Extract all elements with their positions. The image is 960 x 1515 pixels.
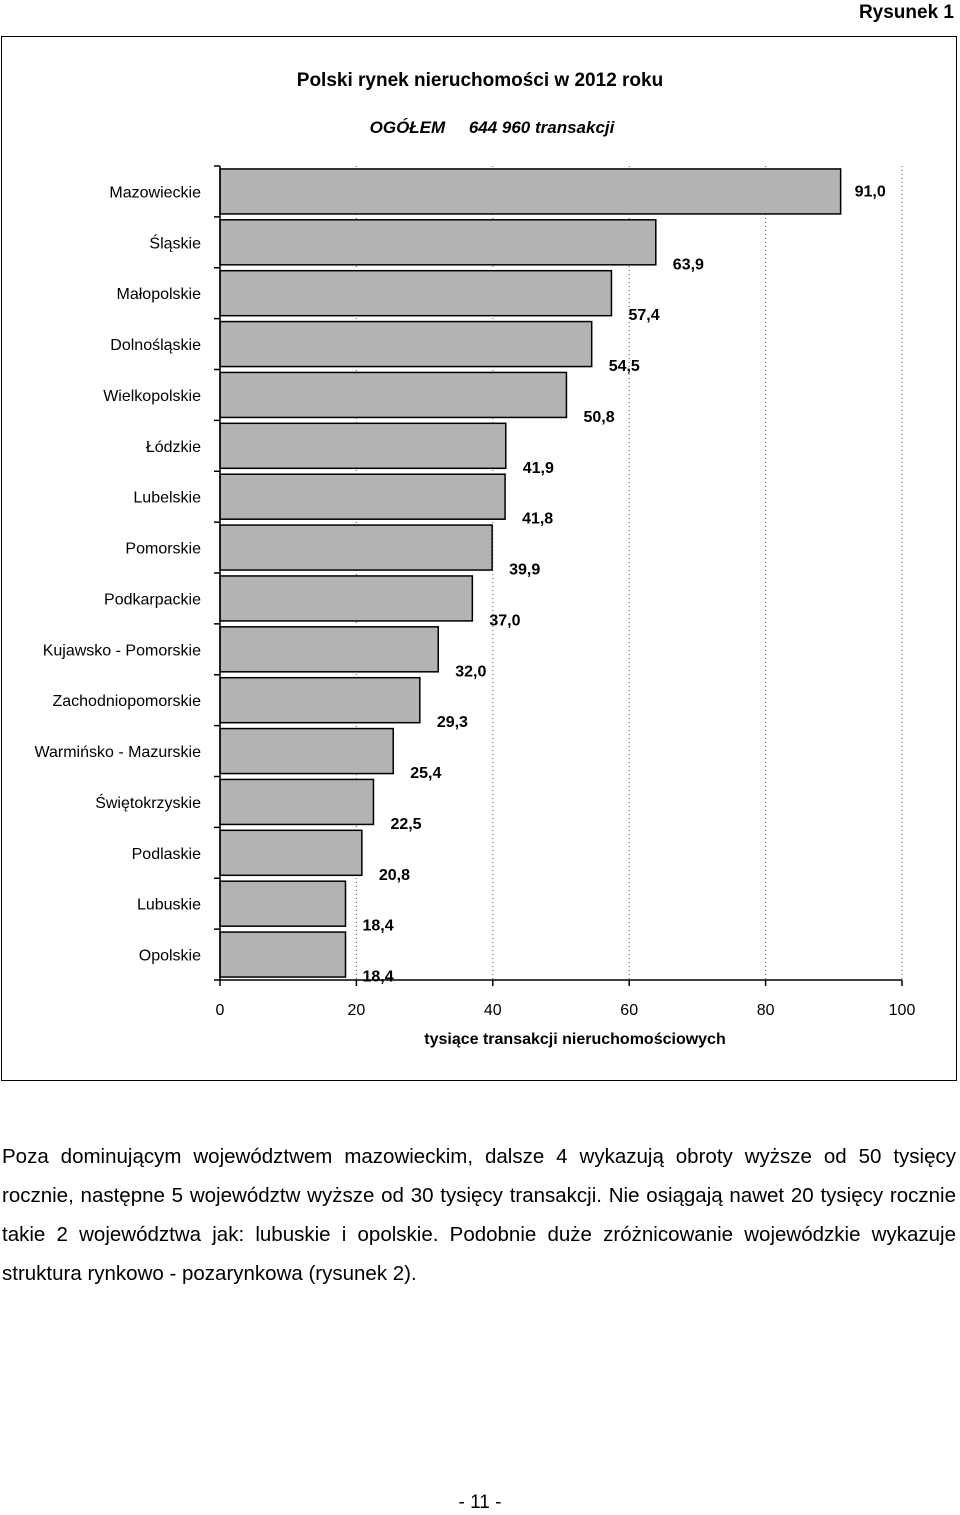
x-tick-label: 0: [216, 1002, 225, 1019]
value-label: 20,8: [379, 867, 410, 884]
value-label: 41,9: [523, 460, 554, 477]
category-label: Podkarpackie: [104, 591, 201, 608]
category-label: Dolnośląskie: [110, 337, 201, 354]
value-label: 54,5: [609, 358, 640, 375]
value-label: 32,0: [455, 663, 486, 680]
bar: [219, 524, 493, 571]
value-label: 41,8: [522, 511, 553, 528]
value-label: 57,4: [628, 307, 659, 324]
value-label: 91,0: [855, 183, 886, 200]
x-tick-label: 60: [620, 1002, 638, 1019]
category-label: Małopolskie: [117, 286, 202, 303]
labels: 0 20 40 60 80 100 Mazowieckie 91,0 Śląskie 63,9 Ma…: [34, 183, 915, 1019]
page-number: - 11 -: [458, 1492, 502, 1513]
value-label: 18,4: [362, 918, 393, 935]
chart-subtitle-value: 644 960 transakcji: [468, 118, 615, 137]
value-label: 22,5: [390, 816, 421, 833]
x-tick-label: 80: [757, 1002, 775, 1019]
bar: [219, 727, 394, 775]
chart-subtitle-prefix: OGÓŁEM: [369, 118, 446, 137]
bar: [219, 269, 613, 317]
value-label: 37,0: [489, 612, 520, 629]
category-label: Łódzkie: [146, 439, 201, 456]
bar: [219, 575, 474, 622]
bar: [219, 778, 375, 826]
bar-chart: 0 20 40 60 80 100 Mazowieckie 91,0 Śląskie 63,9 Ma…: [34, 165, 915, 1048]
value-label: 29,3: [437, 714, 468, 731]
bar: [219, 931, 347, 978]
category-label: Podlaskie: [132, 846, 201, 863]
category-label: Kujawsko - Pomorskie: [43, 642, 201, 659]
body-paragraph: Poza dominującym województwem mazowiecki…: [2, 1145, 956, 1285]
bar: [219, 168, 842, 215]
value-label: 18,4: [362, 969, 393, 986]
chart-frame: [1, 36, 957, 1081]
bars: [219, 168, 842, 978]
figure-label: Rysunek 1: [858, 2, 954, 23]
value-label: 25,4: [410, 765, 441, 782]
category-label: Mazowieckie: [109, 184, 201, 201]
chart-title: Polski rynek nieruchomości w 2012 roku: [296, 70, 664, 91]
value-label: 39,9: [509, 562, 540, 579]
x-tick-label: 20: [348, 1002, 366, 1019]
bar: [219, 422, 507, 470]
category-label: Opolskie: [139, 948, 201, 965]
x-tick-label: 100: [889, 1002, 916, 1019]
bar: [219, 829, 363, 877]
value-label: 50,8: [583, 409, 614, 426]
bar: [219, 371, 568, 419]
category-label: Pomorskie: [125, 541, 201, 558]
bar: [219, 219, 657, 266]
bar: [219, 473, 506, 520]
x-tick-label: 40: [484, 1002, 502, 1019]
x-axis-title: tysiące transakcji nieruchomościowych: [424, 1031, 725, 1048]
category-label: Śląskie: [149, 233, 201, 252]
category-label: Lubelskie: [133, 490, 201, 507]
chart-subtitle: OGÓŁEM 644 960 transakcji: [0, 118, 960, 138]
category-label: Warmińsko - Mazurskie: [34, 744, 201, 761]
bar: [219, 676, 421, 724]
bar: [219, 320, 593, 368]
value-label: 63,9: [673, 256, 704, 273]
category-label: Lubuskie: [137, 897, 201, 914]
bar: [219, 626, 439, 673]
category-label: Świętokrzyskie: [95, 793, 201, 812]
category-label: Zachodniopomorskie: [52, 693, 201, 710]
bar: [219, 880, 347, 927]
axes: [214, 165, 903, 986]
category-label: Wielkopolskie: [103, 388, 201, 405]
